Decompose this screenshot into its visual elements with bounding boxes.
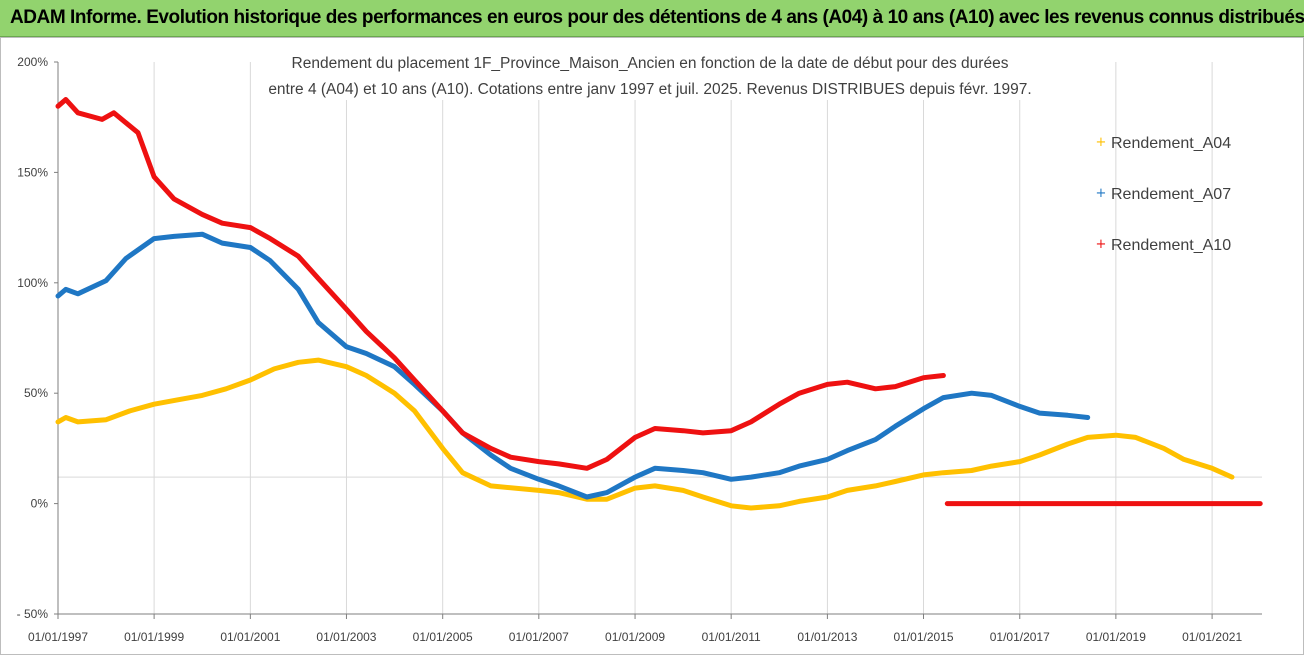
title-banner: ADAM Informe. Evolution historique des p… — [0, 0, 1304, 37]
chart-title-line-1: Rendement du placement 1F_Province_Maiso… — [292, 55, 1009, 72]
chart-title: Rendement du placement 1F_Province_Maiso… — [268, 48, 1040, 100]
x-tick-label: 01/01/2003 — [316, 630, 376, 644]
legend: + Rendement_A04 + Rendement_A07 + Rendement_A… — [1096, 135, 1232, 254]
x-tick-label: 01/01/2013 — [797, 630, 857, 644]
banner-title: ADAM Informe. Evolution historique des p… — [10, 7, 1304, 28]
y-tick-label: - 50% — [17, 607, 49, 621]
y-tick-label: 150% — [17, 165, 48, 179]
legend-label: Rendement_A07 — [1111, 186, 1231, 203]
x-tick-label: 01/01/2015 — [893, 630, 953, 644]
y-tick-label: 100% — [17, 276, 48, 290]
legend-marker: + — [1096, 135, 1107, 150]
x-tick-label: 01/01/2007 — [509, 630, 569, 644]
x-tick-label: 01/01/2021 — [1182, 630, 1242, 644]
y-tick-label: 0% — [31, 497, 49, 511]
series-line — [55, 357, 1235, 511]
x-tick-label: 01/01/1997 — [28, 630, 88, 644]
y-tick-label: 200% — [17, 55, 48, 69]
legend-label: Rendement_A10 — [1111, 237, 1231, 254]
series-Rendement_A10 — [55, 97, 1263, 507]
series-line — [55, 97, 946, 471]
x-tick-label: 01/01/2019 — [1086, 630, 1146, 644]
chart-title-background — [272, 48, 1040, 100]
x-tick-label: 01/01/2005 — [413, 630, 473, 644]
x-tick-label: 01/01/2017 — [990, 630, 1050, 644]
legend-label: Rendement_A04 — [1111, 135, 1231, 152]
gridlines — [57, 62, 1262, 614]
legend-marker: + — [1096, 237, 1107, 252]
x-tick-label: 01/01/1999 — [124, 630, 184, 644]
series-lines — [55, 97, 1263, 511]
series-Rendement_A07 — [55, 231, 1091, 500]
x-tick-label: 01/01/2009 — [605, 630, 665, 644]
series-line — [55, 231, 1091, 500]
chart-title-line-2: entre 4 (A04) et 10 ans (A10). Cotations… — [268, 81, 1031, 98]
legend-marker: + — [1096, 186, 1107, 201]
x-tick-label: 01/01/2001 — [220, 630, 280, 644]
series-Rendement_A04 — [55, 357, 1235, 511]
y-tick-label: 50% — [24, 386, 48, 400]
x-tick-label: 01/01/2011 — [702, 630, 761, 644]
axes: 01/01/1997 01/01/1999 01/01/2001 01/01/2003… — [17, 55, 1262, 644]
